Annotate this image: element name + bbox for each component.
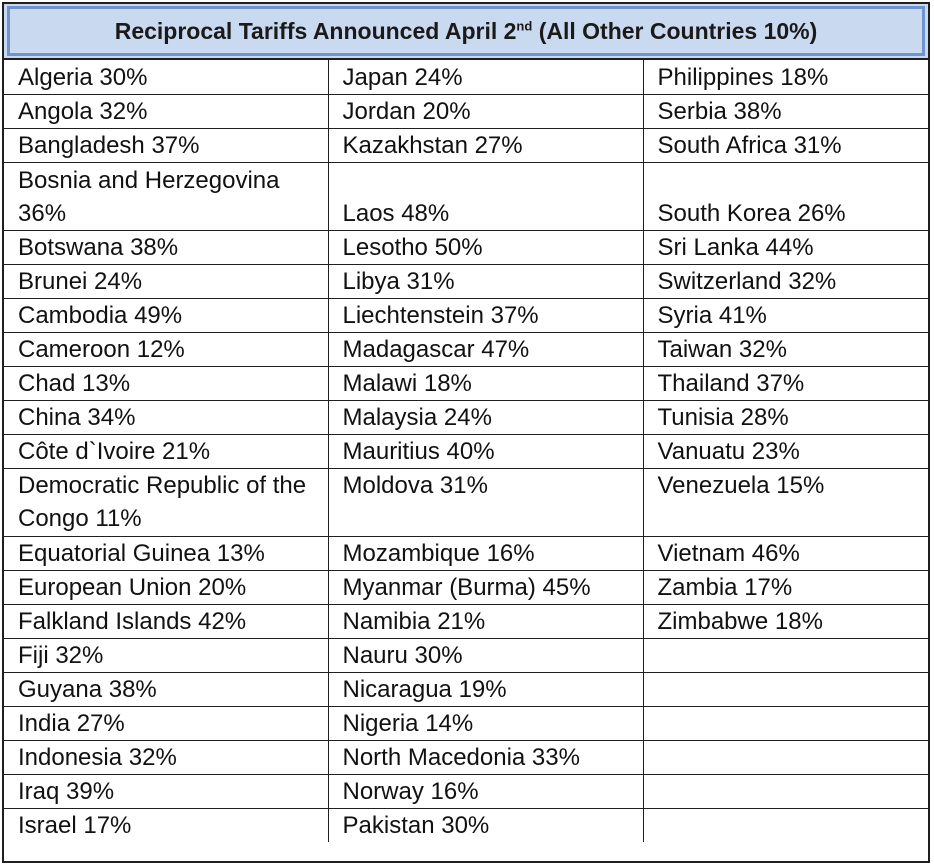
table-row: Botswana 38% Lesotho 50% Sri Lanka 44% — [4, 229, 928, 265]
tariff-cell-3: South Korea 26% — [642, 161, 928, 231]
table-row: Fiji 32% Nauru 30% — [4, 637, 928, 673]
tariff-cell-1: Brunei 24% — [4, 263, 329, 299]
tariff-cell-1: Côte d`Ivoire 21% — [4, 433, 329, 469]
tariff-grid: Algeria 30% Japan 24% Philippines 18% Angol… — [4, 60, 928, 842]
tariff-cell-1: Bangladesh 37% — [4, 127, 329, 163]
tariff-cell-3: Taiwan 32% — [642, 331, 928, 367]
table-row: Brunei 24% Libya 31% Switzerland 32% — [4, 263, 928, 299]
table-row: Cambodia 49% Liechtenstein 37% Syria 41% — [4, 297, 928, 333]
tariff-cell-1: Botswana 38% — [4, 229, 329, 265]
tariff-cell-2: Mauritius 40% — [327, 433, 644, 469]
tariff-cell-3 — [642, 637, 928, 673]
tariff-cell-1: Algeria 30% — [4, 60, 329, 95]
tariff-cell-1: Indonesia 32% — [4, 739, 329, 775]
tariff-cell-3: Tunisia 28% — [642, 399, 928, 435]
tariff-cell-3 — [642, 671, 928, 707]
table-row: Angola 32% Jordan 20% Serbia 38% — [4, 93, 928, 129]
tariff-cell-2: Liechtenstein 37% — [327, 297, 644, 333]
tariff-cell-3: Vietnam 46% — [642, 535, 928, 571]
tariff-cell-2: Kazakhstan 27% — [327, 127, 644, 163]
tariff-cell-2: North Macedonia 33% — [327, 739, 644, 775]
table-row: Côte d`Ivoire 21% Mauritius 40% Vanuatu 23… — [4, 433, 928, 469]
tariff-cell-3: Thailand 37% — [642, 365, 928, 401]
tariff-cell-3: Switzerland 32% — [642, 263, 928, 299]
title-bar: Reciprocal Tariffs Announced April 2nd (… — [4, 4, 928, 60]
tariff-cell-2: Nigeria 14% — [327, 705, 644, 741]
table-row: Cameroon 12% Madagascar 47% Taiwan 32% — [4, 331, 928, 367]
table-row: Falkland Islands 42% Namibia 21% Zimbabwe … — [4, 603, 928, 639]
tariff-cell-3: Vanuatu 23% — [642, 433, 928, 469]
table-row: Democratic Republic of the Congo 11% Mold… — [4, 467, 928, 537]
tariff-cell-3 — [642, 773, 928, 809]
tariff-cell-1: Fiji 32% — [4, 637, 329, 673]
title-suffix: (All Other Countries 10%) — [532, 17, 818, 44]
tariff-cell-2: Libya 31% — [327, 263, 644, 299]
tariff-cell-1: Bosnia and Herzegovina 36% — [4, 161, 329, 231]
tariff-cell-2: Mozambique 16% — [327, 535, 644, 571]
tariff-cell-2: Malawi 18% — [327, 365, 644, 401]
tariff-cell-3: Zimbabwe 18% — [642, 603, 928, 639]
tariff-cell-1: China 34% — [4, 399, 329, 435]
tariff-cell-3: Syria 41% — [642, 297, 928, 333]
tariff-cell-2: Pakistan 30% — [327, 807, 644, 842]
tariff-cell-3: Zambia 17% — [642, 569, 928, 605]
tariff-cell-2: Norway 16% — [327, 773, 644, 809]
tariff-cell-1: Iraq 39% — [4, 773, 329, 809]
tariff-cell-3 — [642, 739, 928, 775]
table-row: Guyana 38% Nicaragua 19% — [4, 671, 928, 707]
table-row: Bosnia and Herzegovina 36% Laos 48% South … — [4, 161, 928, 231]
tariff-cell-2: Nauru 30% — [327, 637, 644, 673]
table-row: Equatorial Guinea 13% Mozambique 16% Vietn… — [4, 535, 928, 571]
tariff-cell-1: Equatorial Guinea 13% — [4, 535, 329, 571]
tariff-cell-3: Philippines 18% — [642, 60, 928, 95]
tariff-cell-2: Namibia 21% — [327, 603, 644, 639]
table-row: Israel 17% Pakistan 30% — [4, 807, 928, 842]
tariff-cell-2: Madagascar 47% — [327, 331, 644, 367]
tariff-cell-1: Cambodia 49% — [4, 297, 329, 333]
tariff-grid-body: Algeria 30% Japan 24% Philippines 18% Angol… — [4, 60, 928, 842]
table-row: Algeria 30% Japan 24% Philippines 18% — [4, 60, 928, 95]
tariff-cell-3: Serbia 38% — [642, 93, 928, 129]
tariff-cell-3: Sri Lanka 44% — [642, 229, 928, 265]
table-row: Indonesia 32% North Macedonia 33% — [4, 739, 928, 775]
tariff-cell-1: Falkland Islands 42% — [4, 603, 329, 639]
tariff-cell-1: European Union 20% — [4, 569, 329, 605]
table-row: European Union 20% Myanmar (Burma) 45% Zam… — [4, 569, 928, 605]
tariff-cell-2: Malaysia 24% — [327, 399, 644, 435]
tariff-cell-1: Democratic Republic of the Congo 11% — [4, 467, 329, 537]
tariff-cell-1: India 27% — [4, 705, 329, 741]
tariff-cell-2: Japan 24% — [327, 60, 644, 95]
table-row: Bangladesh 37% Kazakhstan 27% South Africa… — [4, 127, 928, 163]
title-main: Reciprocal Tariffs Announced April 2 — [114, 17, 517, 44]
tariff-cell-2: Lesotho 50% — [327, 229, 644, 265]
title-superscript: nd — [516, 17, 533, 33]
tariff-cell-2: Jordan 20% — [327, 93, 644, 129]
tariff-cell-3: South Africa 31% — [642, 127, 928, 163]
title-border: Reciprocal Tariffs Announced April 2nd (… — [7, 6, 925, 56]
tariff-cell-3: Venezuela 15% — [642, 467, 928, 537]
tariff-cell-2: Nicaragua 19% — [327, 671, 644, 707]
tariff-cell-2: Myanmar (Burma) 45% — [327, 569, 644, 605]
table-row: India 27% Nigeria 14% — [4, 705, 928, 741]
table-title: Reciprocal Tariffs Announced April 2nd (… — [115, 18, 818, 45]
tariff-cell-2: Moldova 31% — [327, 467, 644, 537]
tariff-cell-1: Angola 32% — [4, 93, 329, 129]
tariff-cell-3 — [642, 807, 928, 842]
table-row: China 34% Malaysia 24% Tunisia 28% — [4, 399, 928, 435]
tariff-cell-1: Chad 13% — [4, 365, 329, 401]
table-row: Chad 13% Malawi 18% Thailand 37% — [4, 365, 928, 401]
table-row: Iraq 39% Norway 16% — [4, 773, 928, 809]
tariff-cell-2: Laos 48% — [327, 161, 644, 231]
tariff-cell-1: Israel 17% — [4, 807, 329, 842]
tariff-cell-1: Guyana 38% — [4, 671, 329, 707]
tariff-cell-3 — [642, 705, 928, 741]
tariff-cell-1: Cameroon 12% — [4, 331, 329, 367]
